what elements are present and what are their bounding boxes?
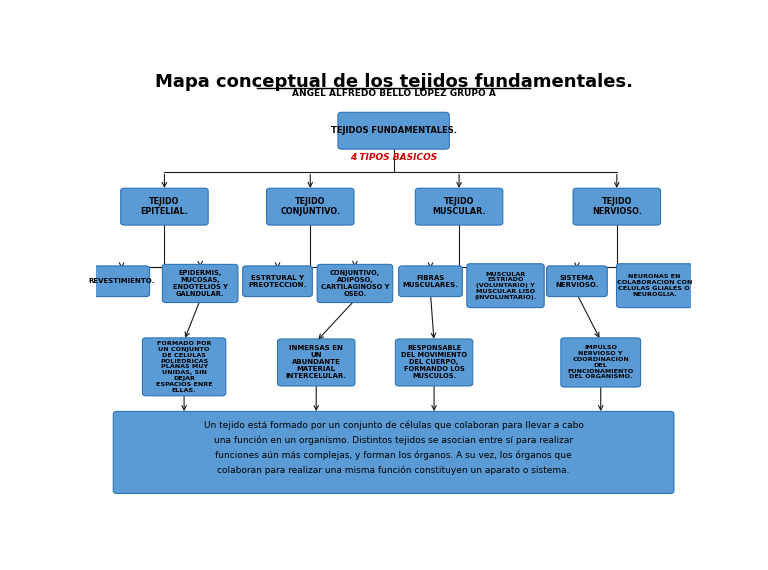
- FancyBboxPatch shape: [142, 338, 226, 396]
- FancyBboxPatch shape: [121, 188, 208, 225]
- Text: SISTEMA
NERVIOSO.: SISTEMA NERVIOSO.: [555, 275, 599, 288]
- Text: una función en un organismo. Distintos tejidos se asocian entre sí para realizar: una función en un organismo. Distintos t…: [214, 435, 573, 445]
- Text: FORMADO POR
UN CONJUNTO
DE CELULAS
POLIEDRICAS
PLANAS MUY
UNIDAS, SIN
DEJAR
ESPA: FORMADO POR UN CONJUNTO DE CELULAS POLIE…: [156, 341, 213, 393]
- Text: TEJIDO
CONJUNTIVO.: TEJIDO CONJUNTIVO.: [280, 197, 340, 217]
- FancyBboxPatch shape: [338, 112, 449, 149]
- Text: IMPULSO
NERVIOSO Y
COORDINACION
DEL
FUNCIONAMIENTO
DEL ORGANISMO.: IMPULSO NERVIOSO Y COORDINACION DEL FUNC…: [568, 345, 634, 380]
- FancyBboxPatch shape: [617, 264, 692, 308]
- FancyBboxPatch shape: [317, 264, 392, 303]
- Text: TEJIDO
NERVIOSO.: TEJIDO NERVIOSO.: [592, 197, 642, 217]
- Text: CONJUNTIVO,
ADIPOSO,
CARTILAGINOSO Y
OSEO.: CONJUNTIVO, ADIPOSO, CARTILAGINOSO Y OSE…: [321, 270, 389, 297]
- Text: EPIDERMIS,
MUCOSAS,
ENDOTELIOS Y
GALNDULAR.: EPIDERMIS, MUCOSAS, ENDOTELIOS Y GALNDUL…: [173, 270, 227, 297]
- Text: FIBRAS
MUSCULARES.: FIBRAS MUSCULARES.: [402, 275, 458, 288]
- Text: RESPONSABLE
DEL MOVIMIENTO
DEL CUERPO,
FORMANDO LOS
MUSCULOS.: RESPONSABLE DEL MOVIMIENTO DEL CUERPO, F…: [401, 345, 467, 380]
- FancyBboxPatch shape: [467, 264, 545, 308]
- FancyBboxPatch shape: [162, 264, 238, 303]
- Text: TEJIDO
MUSCULAR.: TEJIDO MUSCULAR.: [432, 197, 486, 217]
- FancyBboxPatch shape: [243, 266, 313, 296]
- Text: INMERSAS EN
UN
ABUNDANTE
MATERIAL
INTERCELULAR.: INMERSAS EN UN ABUNDANTE MATERIAL INTERC…: [286, 345, 347, 380]
- FancyBboxPatch shape: [573, 188, 660, 225]
- FancyBboxPatch shape: [561, 338, 641, 387]
- Text: REVESTIMIENTO.: REVESTIMIENTO.: [88, 278, 155, 284]
- FancyBboxPatch shape: [396, 339, 473, 386]
- Text: Un tejido está formado por un conjunto de células que colaboran para llevar a ca: Un tejido está formado por un conjunto d…: [204, 420, 584, 430]
- FancyBboxPatch shape: [266, 188, 354, 225]
- Text: TEJIDO
EPITELIAL.: TEJIDO EPITELIAL.: [141, 197, 188, 217]
- Text: Mapa conceptual de los tejidos fundamentales.: Mapa conceptual de los tejidos fundament…: [154, 74, 633, 91]
- FancyBboxPatch shape: [94, 266, 150, 296]
- Text: ESTRTURAL Y
PREOTECCION.: ESTRTURAL Y PREOTECCION.: [248, 275, 306, 288]
- FancyBboxPatch shape: [277, 339, 355, 386]
- Text: 4 TIPOS BASICOS: 4 TIPOS BASICOS: [350, 153, 437, 162]
- Text: MUSCULAR
ESTRIADO
(VOLUNTARIO) Y
MUSCULAR LISO
(INVOLUNTARIO).: MUSCULAR ESTRIADO (VOLUNTARIO) Y MUSCULA…: [475, 271, 537, 300]
- Text: funciones aún más complejas, y forman los órganos. A su vez, los órganos que: funciones aún más complejas, y forman lo…: [215, 450, 572, 459]
- FancyBboxPatch shape: [113, 412, 674, 494]
- FancyBboxPatch shape: [399, 266, 462, 296]
- Text: colaboran para realizar una misma función constituyen un aparato o sistema.: colaboran para realizar una misma funció…: [217, 465, 570, 474]
- Text: NEURONAS EN
COLABORACION CON
CELULAS GLIALES O
NEUROGLIA.: NEURONAS EN COLABORACION CON CELULAS GLI…: [617, 275, 692, 297]
- FancyBboxPatch shape: [547, 266, 607, 296]
- Text: ANGEL ALFREDO BELLO LOPEZ GRUPO A: ANGEL ALFREDO BELLO LOPEZ GRUPO A: [292, 89, 495, 99]
- Text: TEJIDOS FUNDAMENTALES.: TEJIDOS FUNDAMENTALES.: [330, 126, 457, 135]
- FancyBboxPatch shape: [415, 188, 503, 225]
